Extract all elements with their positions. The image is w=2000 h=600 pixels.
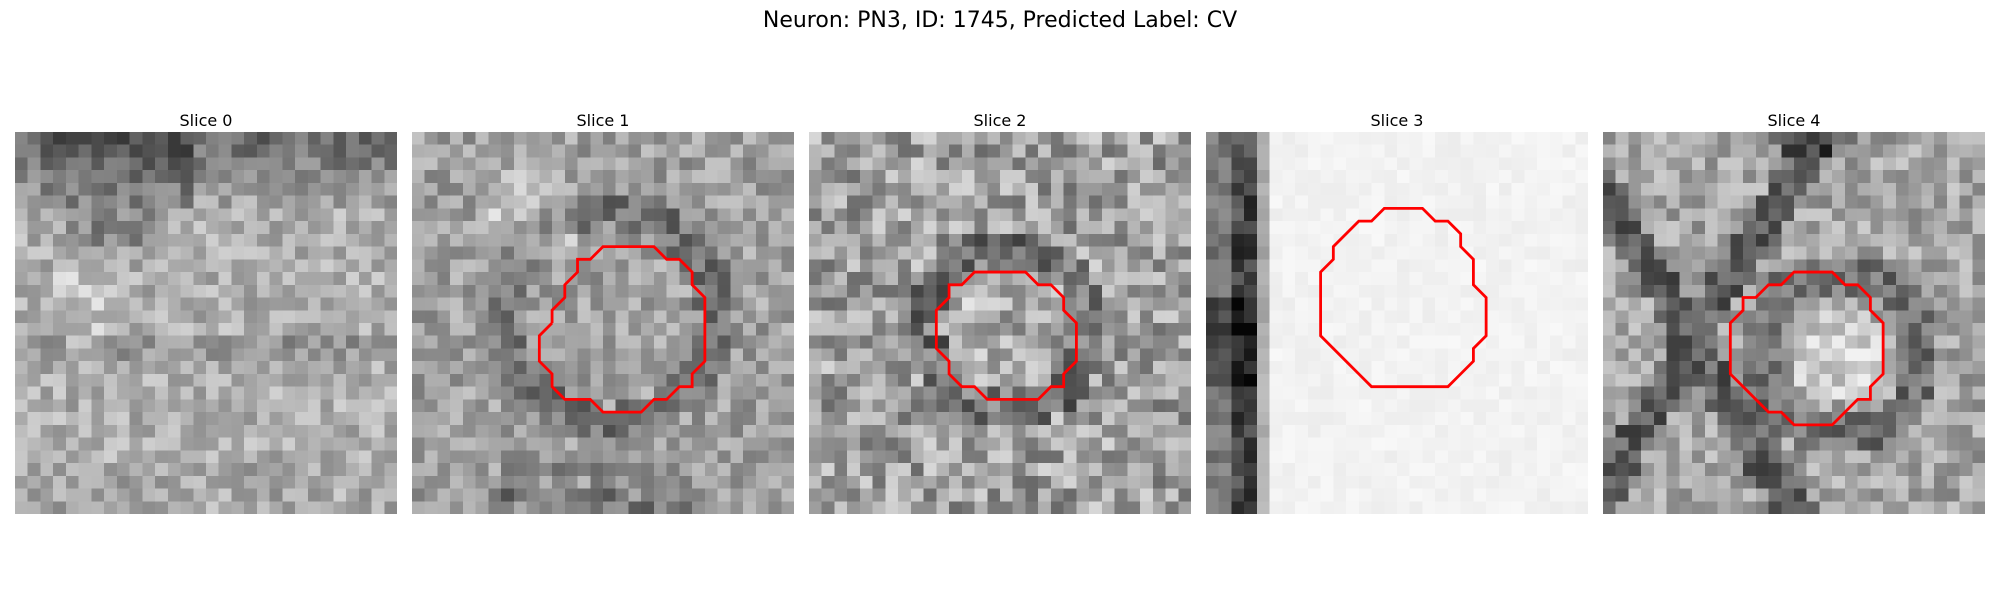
slice-image xyxy=(809,132,1191,514)
slice-panel: Slice 4 xyxy=(1603,110,1985,514)
slice-title: Slice 2 xyxy=(973,111,1027,130)
segmentation-contour xyxy=(537,245,707,414)
slice-panel: Slice 3 xyxy=(1206,110,1588,514)
segmentation-contour xyxy=(934,270,1078,401)
slice-image xyxy=(412,132,794,514)
slice-title: Slice 0 xyxy=(179,111,233,130)
slice-image xyxy=(15,132,397,514)
segmentation-contour xyxy=(1319,206,1488,389)
slice-title: Slice 1 xyxy=(576,111,630,130)
slice-title: Slice 3 xyxy=(1370,111,1424,130)
slice-image xyxy=(1603,132,1985,514)
slice-panel: Slice 2 xyxy=(809,110,1191,514)
figure-title: Neuron: PN3, ID: 1745, Predicted Label: … xyxy=(762,8,1238,33)
slice-image xyxy=(1206,132,1588,514)
slice-panel: Slice 1 xyxy=(412,110,794,514)
segmentation-contour xyxy=(1728,270,1885,427)
slice-panel: Slice 0 xyxy=(15,110,397,514)
slice-title: Slice 4 xyxy=(1767,111,1821,130)
